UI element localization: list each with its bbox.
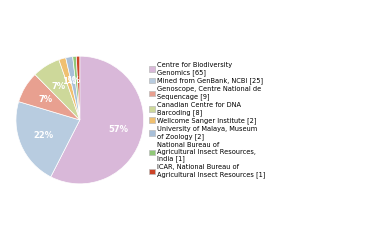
Wedge shape bbox=[35, 60, 80, 120]
Wedge shape bbox=[19, 75, 80, 120]
Wedge shape bbox=[51, 56, 144, 184]
Legend: Centre for Biodiversity
Genomics [65], Mined from GenBank, NCBI [25], Genoscope,: Centre for Biodiversity Genomics [65], M… bbox=[149, 62, 266, 178]
Text: 7%: 7% bbox=[39, 95, 53, 104]
Wedge shape bbox=[76, 56, 80, 120]
Wedge shape bbox=[16, 102, 80, 177]
Text: 7%: 7% bbox=[52, 82, 66, 91]
Wedge shape bbox=[59, 58, 80, 120]
Text: 1%: 1% bbox=[62, 78, 76, 86]
Text: 22%: 22% bbox=[33, 131, 54, 140]
Wedge shape bbox=[66, 57, 80, 120]
Text: 1%: 1% bbox=[66, 77, 80, 85]
Wedge shape bbox=[73, 56, 80, 120]
Text: 57%: 57% bbox=[108, 125, 128, 134]
